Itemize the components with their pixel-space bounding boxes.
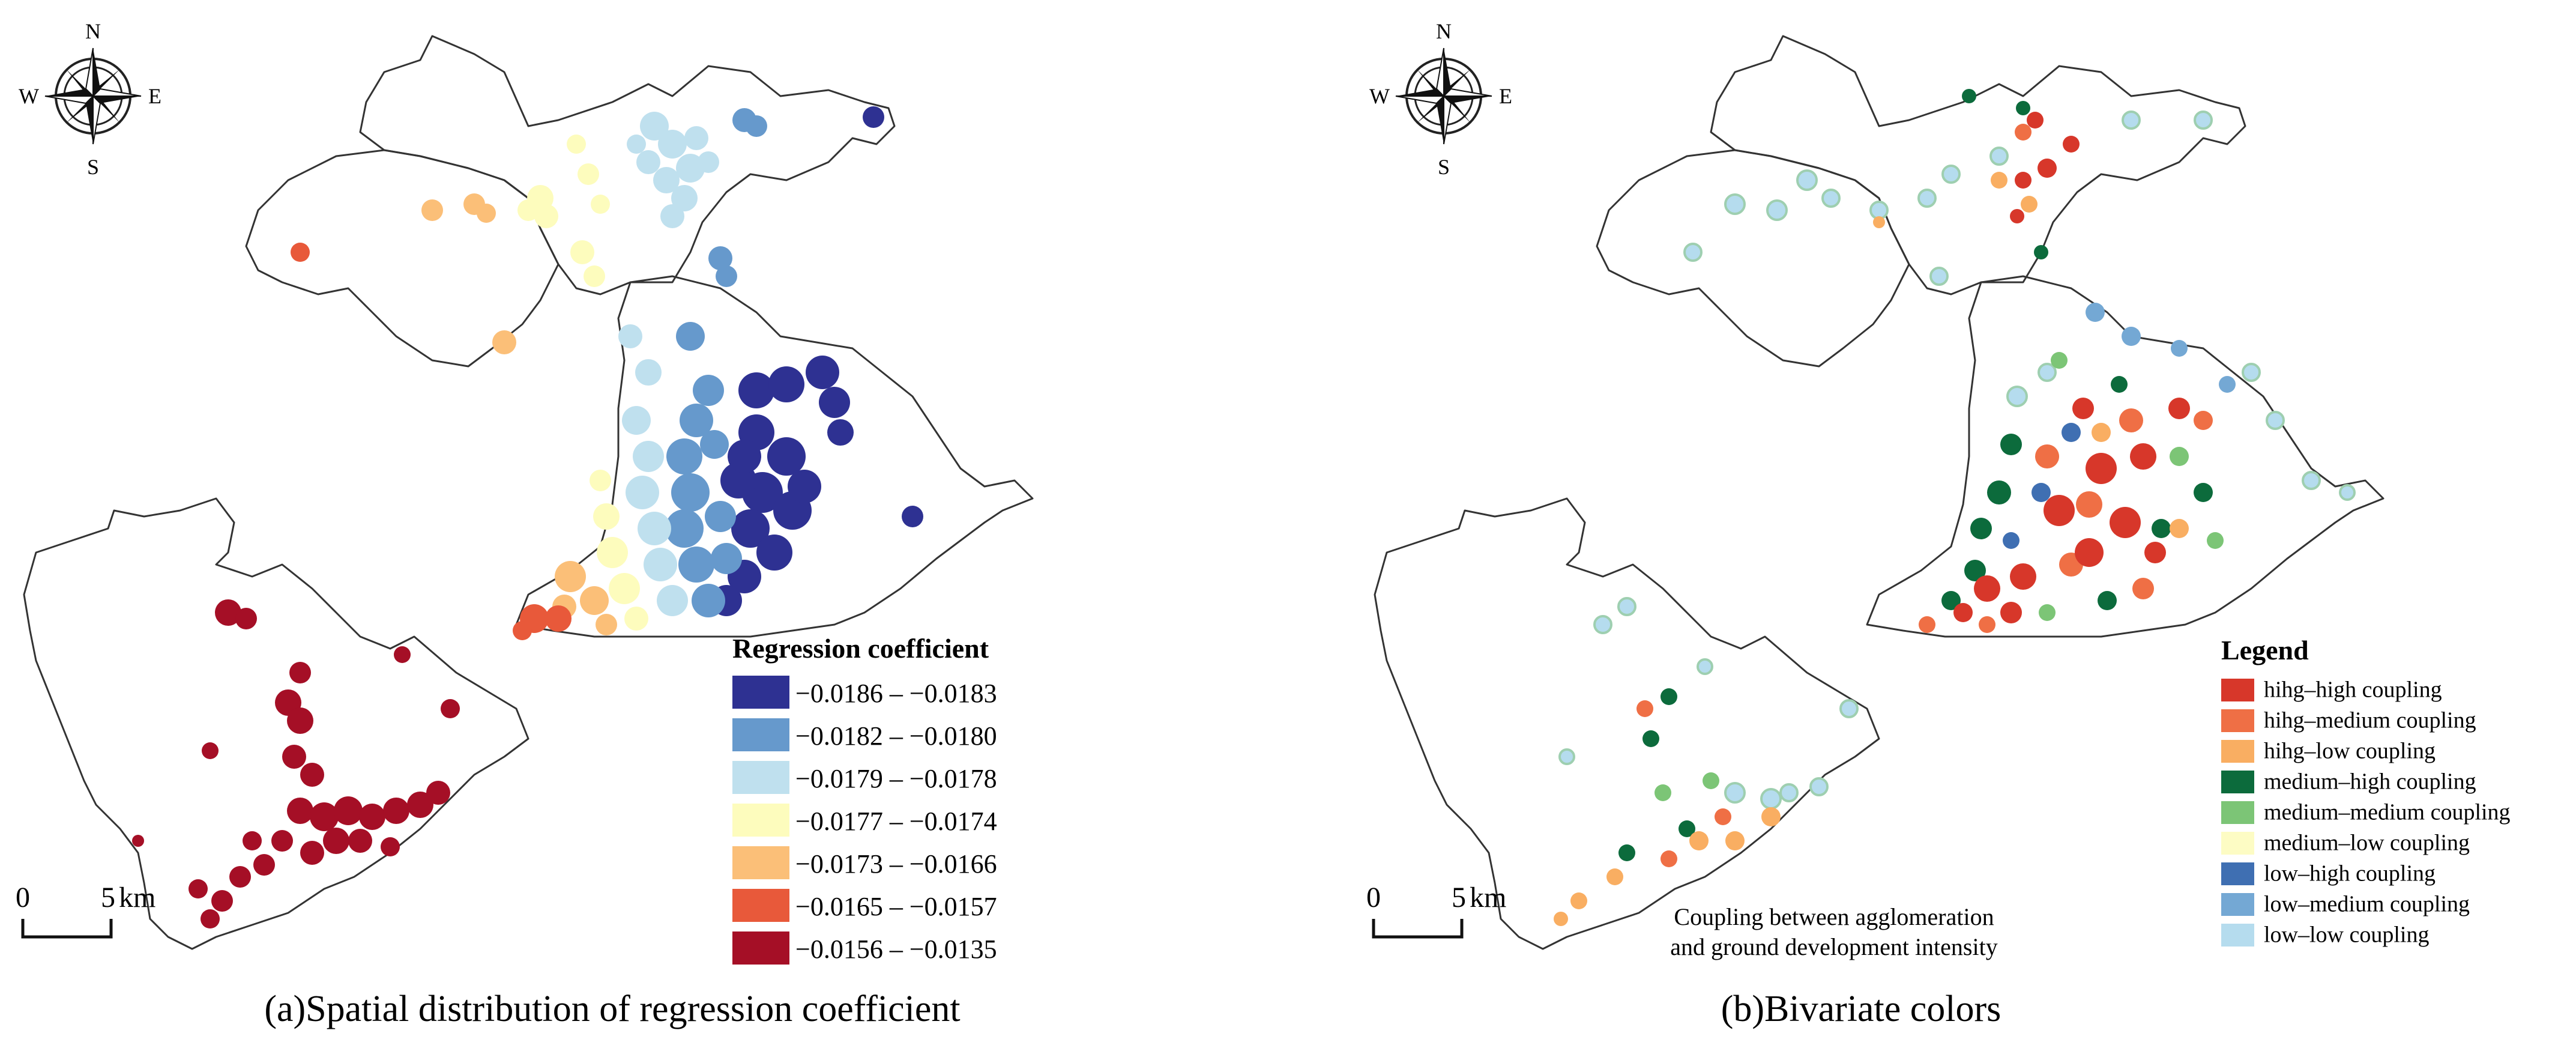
panel-a: N S E W 0 5 km Regression coefficient −0… xyxy=(16,19,1034,1029)
legend-b-item-label: hihg–medium coupling xyxy=(2264,707,2476,733)
coupling-annotation-line1: Coupling between agglomeration xyxy=(1674,903,1994,930)
panel-b-caption: (b)Bivariate colors xyxy=(1721,989,2001,1029)
legend-a-item-swatch xyxy=(732,889,789,922)
class-4-central xyxy=(590,470,648,631)
legend-b-item-label: medium–medium coupling xyxy=(2264,799,2511,825)
legend-b-item-label: medium–low coupling xyxy=(2264,830,2470,855)
legend-a-item-swatch xyxy=(732,676,789,709)
low-low-points xyxy=(1558,111,2356,810)
class-6-central xyxy=(513,604,572,640)
class-1-points xyxy=(863,106,884,128)
compass-a xyxy=(44,47,142,145)
compass-north-label: N xyxy=(85,19,101,43)
medium-medium-points xyxy=(1654,352,2224,801)
legend-b: Legend hihg–high coupling hihg–medium cou… xyxy=(2221,635,2511,947)
compass-b xyxy=(1395,47,1493,145)
legend-a-item-swatch xyxy=(732,761,789,794)
panel-a-caption: (a)Spatial distribution of regression co… xyxy=(264,989,960,1029)
compass-rose-icon xyxy=(1395,47,1493,145)
high-high-points xyxy=(1953,112,2190,623)
legend-b-item-swatch xyxy=(2221,832,2254,855)
legend-b-item-swatch xyxy=(2221,924,2254,947)
legend-a-item-label: −0.0182 – −0.0180 xyxy=(795,721,997,751)
high-medium-points xyxy=(1636,124,2213,867)
compass-rose-icon xyxy=(44,47,142,145)
legend-a-item-label: −0.0165 – −0.0157 xyxy=(795,892,997,921)
class-3-central xyxy=(618,324,688,616)
legend-b-item-label: low–high coupling xyxy=(2264,861,2436,886)
compass-west-label-b: W xyxy=(1369,84,1390,108)
legend-a-item-swatch xyxy=(732,718,789,751)
legend-a-item-label: −0.0186 – −0.0183 xyxy=(795,679,997,708)
legend-a-item-label: −0.0156 – −0.0135 xyxy=(795,934,997,964)
compass-south-label: S xyxy=(87,155,99,179)
class-5-points xyxy=(421,193,516,354)
compass-east-label: E xyxy=(148,84,161,108)
compass-south-label-b: S xyxy=(1438,155,1450,179)
legend-b-item-swatch xyxy=(2221,801,2254,824)
scale-unit: km xyxy=(119,882,155,913)
legend-a-item-swatch xyxy=(732,846,789,879)
legend-b-item-label: hihg–high coupling xyxy=(2264,677,2442,702)
coupling-annotation-line2: and ground development intensity xyxy=(1670,933,1997,960)
bivariate-points xyxy=(1554,89,2356,926)
legend-b-item-label: low–medium coupling xyxy=(2264,891,2470,916)
legend-b-item-swatch xyxy=(2221,679,2254,701)
legend-b-item-swatch xyxy=(2221,709,2254,732)
regression-points xyxy=(132,106,923,928)
class-3-points xyxy=(627,112,719,228)
compass-west-label: W xyxy=(19,84,39,108)
legend-b-item-label: hihg–low coupling xyxy=(2264,738,2436,763)
legend-b-item-swatch xyxy=(2221,893,2254,916)
scale-distance-b: 5 xyxy=(1452,882,1466,913)
class-1-central xyxy=(711,356,923,616)
high-low-points xyxy=(1554,172,2189,926)
legend-a-item-label: −0.0173 – −0.0166 xyxy=(795,849,997,879)
class-7-points xyxy=(132,599,460,928)
scale-distance: 5 xyxy=(101,882,115,913)
class-2-central xyxy=(665,322,742,617)
class-2-points xyxy=(708,108,767,287)
scale-zero: 0 xyxy=(16,882,30,913)
legend-a-item-swatch xyxy=(732,804,789,837)
legend-a-item-label: −0.0177 – −0.0174 xyxy=(795,807,997,836)
legend-b-item-label: low–low coupling xyxy=(2264,922,2429,947)
legend-b-item-swatch xyxy=(2221,771,2254,793)
legend-b-item-swatch xyxy=(2221,862,2254,885)
legend-b-item-label: medium–high coupling xyxy=(2264,769,2476,794)
legend-a-title: Regression coefficient xyxy=(732,633,989,664)
legend-b-item-swatch xyxy=(2221,740,2254,763)
low-medium-points xyxy=(2086,303,2236,393)
medium-high-points xyxy=(1618,89,2213,861)
legend-a-item-swatch xyxy=(732,931,789,965)
class-6-points xyxy=(291,243,310,262)
legend-b-title: Legend xyxy=(2221,635,2309,665)
legend-a-item-label: −0.0179 – −0.0178 xyxy=(795,764,997,793)
scale-zero-b: 0 xyxy=(1366,882,1381,913)
compass-north-label-b: N xyxy=(1436,19,1452,43)
panel-b: N S E W 0 5 km Coupling between agglomer… xyxy=(1366,19,2511,1029)
legend-a: Regression coefficient −0.0186 – −0.0183… xyxy=(732,633,997,965)
scale-bar-b: 0 5 km xyxy=(1366,882,1506,939)
scale-unit-b: km xyxy=(1470,882,1506,913)
low-high-points xyxy=(2003,423,2081,549)
legend-b-items: hihg–high coupling hihg–medium coupling hi… xyxy=(2221,677,2511,947)
compass-east-label-b: E xyxy=(1499,84,1512,108)
class-4-points xyxy=(517,135,610,287)
scale-bar-a: 0 5 km xyxy=(16,882,155,939)
legend-a-items: −0.0186 – −0.0183 −0.0182 – −0.0180 −0.017… xyxy=(732,676,997,965)
